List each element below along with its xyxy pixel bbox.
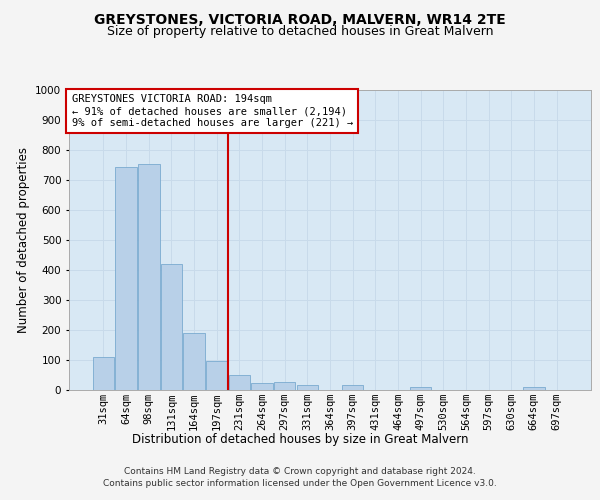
Bar — [161, 264, 182, 390]
Bar — [206, 361, 227, 390]
Bar — [523, 387, 545, 390]
Bar — [138, 164, 160, 390]
Bar — [93, 357, 114, 390]
Bar — [410, 387, 431, 390]
Bar — [229, 375, 250, 390]
Text: Size of property relative to detached houses in Great Malvern: Size of property relative to detached ho… — [107, 25, 493, 38]
Y-axis label: Number of detached properties: Number of detached properties — [17, 147, 29, 333]
Text: Distribution of detached houses by size in Great Malvern: Distribution of detached houses by size … — [132, 432, 468, 446]
Bar — [115, 166, 137, 390]
Text: GREYSTONES VICTORIA ROAD: 194sqm
← 91% of detached houses are smaller (2,194)
9%: GREYSTONES VICTORIA ROAD: 194sqm ← 91% o… — [71, 94, 353, 128]
Bar — [251, 382, 273, 390]
Bar — [342, 384, 364, 390]
Text: Contains public sector information licensed under the Open Government Licence v3: Contains public sector information licen… — [103, 479, 497, 488]
Bar — [184, 333, 205, 390]
Text: Contains HM Land Registry data © Crown copyright and database right 2024.: Contains HM Land Registry data © Crown c… — [124, 468, 476, 476]
Text: GREYSTONES, VICTORIA ROAD, MALVERN, WR14 2TE: GREYSTONES, VICTORIA ROAD, MALVERN, WR14… — [94, 12, 506, 26]
Bar — [274, 382, 295, 390]
Bar — [296, 384, 318, 390]
